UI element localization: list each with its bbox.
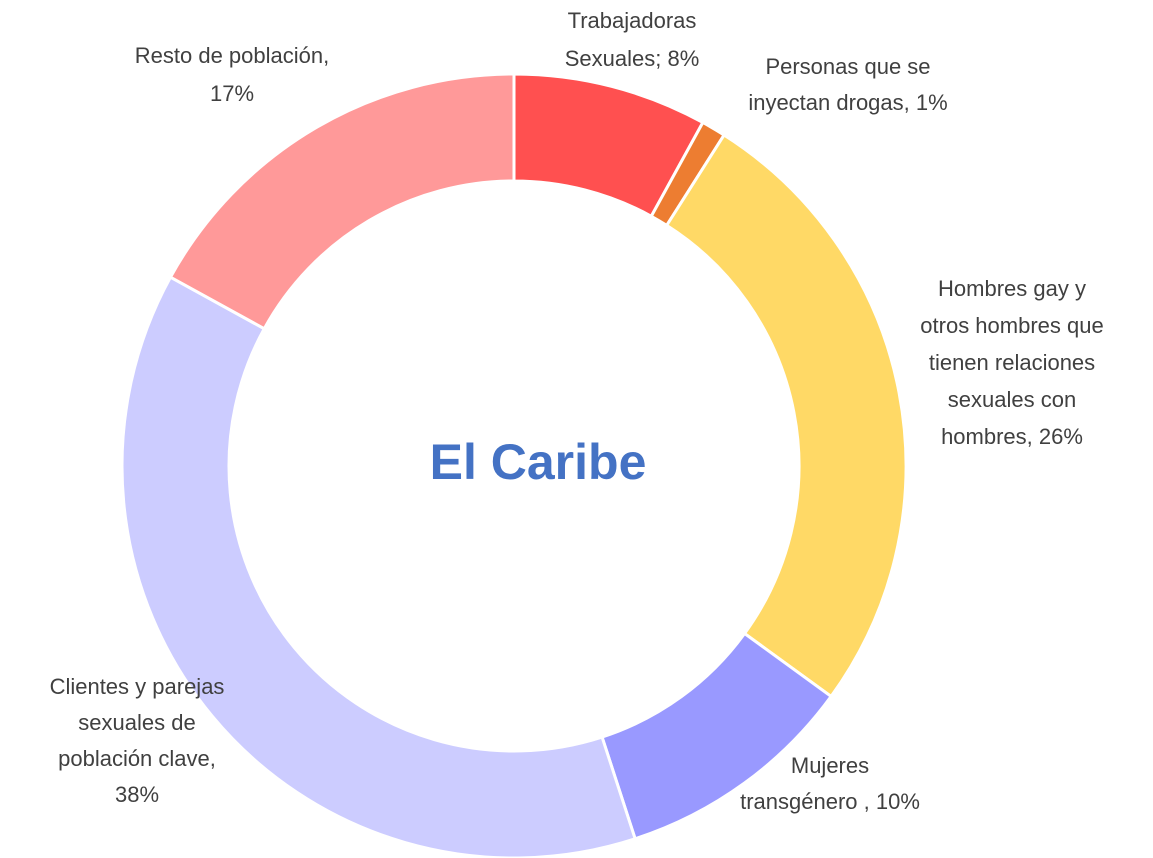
data-label: sexuales con bbox=[948, 387, 1076, 412]
chart-title: El Caribe bbox=[430, 434, 647, 490]
data-label: Resto de población, bbox=[135, 43, 329, 68]
donut-segment bbox=[120, 275, 638, 858]
data-label: tienen relaciones bbox=[929, 350, 1095, 375]
data-label: población clave, bbox=[58, 746, 216, 771]
data-label: Hombres gay y bbox=[938, 276, 1086, 301]
data-label: Clientes y parejas bbox=[50, 674, 225, 699]
data-label: inyectan drogas, 1% bbox=[748, 90, 947, 115]
data-label: Trabajadoras bbox=[568, 8, 697, 33]
data-label: Mujeres bbox=[791, 753, 869, 778]
data-label: 38% bbox=[115, 782, 159, 807]
data-label: otros hombres que bbox=[920, 313, 1103, 338]
data-label: hombres, 26% bbox=[941, 424, 1083, 449]
data-label: Sexuales; 8% bbox=[565, 46, 700, 71]
data-label: Personas que se bbox=[765, 54, 930, 79]
data-label: sexuales de bbox=[78, 710, 195, 735]
donut-segment bbox=[168, 72, 516, 331]
data-label: transgénero , 10% bbox=[740, 789, 920, 814]
donut-segment bbox=[664, 132, 908, 699]
data-label: 17% bbox=[210, 81, 254, 106]
